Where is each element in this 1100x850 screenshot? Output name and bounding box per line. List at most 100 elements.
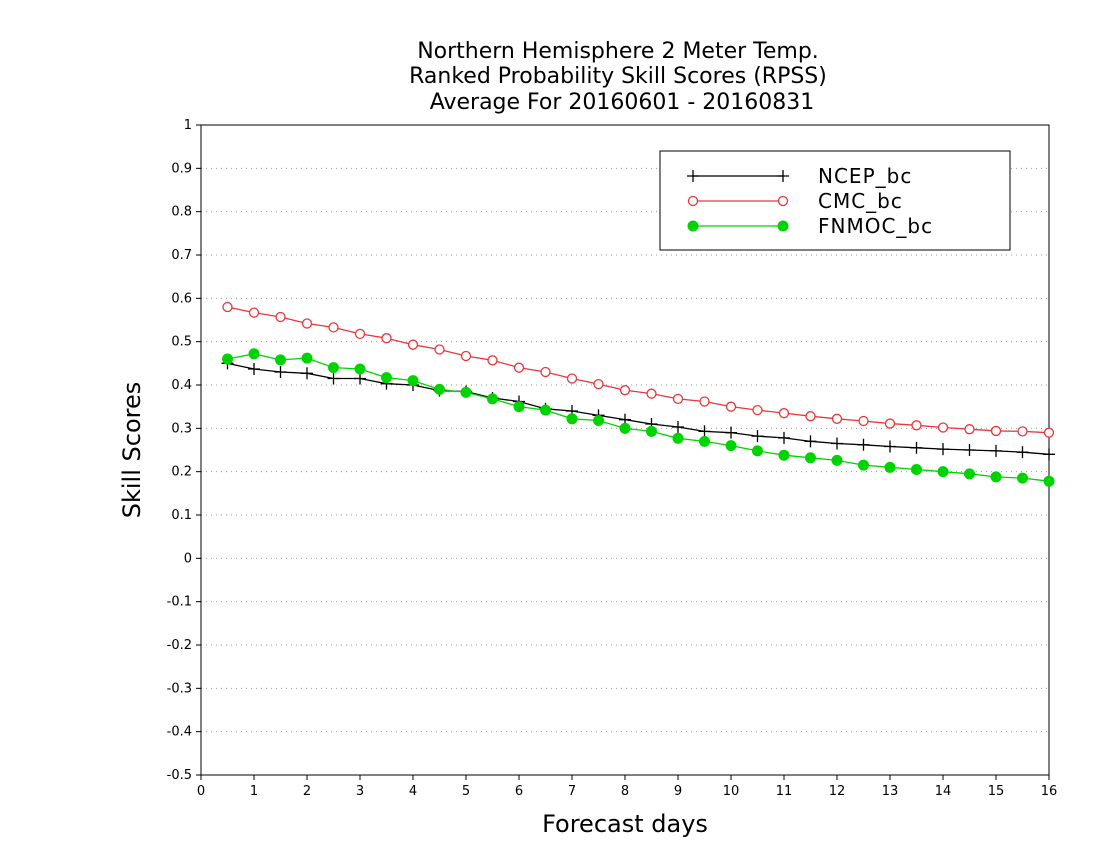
- data-point-plus: [884, 440, 896, 453]
- y-tick-label: 0.7: [171, 248, 192, 263]
- data-point-filled-circle: [354, 363, 366, 375]
- data-point-plus: [751, 430, 764, 443]
- data-point-plus: [857, 438, 870, 451]
- x-tick-label: 14: [935, 784, 952, 799]
- data-point-open-circle: [646, 388, 657, 399]
- chart-title-line-3: Average For 20160601 - 20160831: [430, 90, 815, 115]
- data-point-plus: [778, 431, 790, 444]
- data-point-open-circle: [275, 311, 286, 323]
- x-tick-label: 0: [197, 784, 205, 799]
- y-axis-ticks: -0.5 -0.4 -0.3 -0.2 -0.1 0 0.1 0.2 0.3 0.4 0.5 0.6 0…: [167, 118, 201, 783]
- data-point-open-circle: [777, 195, 789, 207]
- x-tick-label: 5: [462, 784, 470, 799]
- data-point-filled-circle: [460, 386, 472, 398]
- data-point-plus: [725, 426, 737, 439]
- y-tick-label: -0.1: [167, 595, 192, 610]
- data-point-open-circle: [1043, 427, 1055, 438]
- data-point-filled-circle: [593, 415, 604, 427]
- data-point-filled-circle: [275, 354, 286, 366]
- y-tick-label: 0.4: [171, 378, 192, 393]
- data-point-filled-circle: [687, 220, 699, 232]
- x-tick-label: 13: [882, 784, 899, 799]
- data-point-open-circle: [434, 344, 445, 355]
- data-point-filled-circle: [777, 220, 789, 232]
- x-tick-label: 1: [250, 784, 258, 799]
- data-point-filled-circle: [884, 461, 896, 473]
- series-line: [227, 353, 1050, 482]
- data-point-open-circle: [687, 195, 699, 207]
- data-point-open-circle: [778, 408, 790, 419]
- data-point-plus: [687, 170, 699, 182]
- data-point-plus: [698, 425, 711, 438]
- data-point-open-circle: [301, 318, 313, 329]
- chart-title-line-2: Ranked Probability Skill Scores (RPSS): [409, 64, 827, 89]
- data-point-filled-circle: [566, 413, 578, 425]
- x-tick-label: 11: [776, 784, 793, 799]
- data-point-filled-circle: [381, 372, 392, 384]
- data-point-open-circle: [752, 404, 763, 416]
- data-point-open-circle: [672, 393, 684, 405]
- data-point-open-circle: [566, 373, 578, 384]
- y-tick-label: -0.3: [167, 681, 192, 696]
- y-tick-label: 0.6: [171, 291, 192, 306]
- chart-title-line-1: Northern Hemisphere 2 Meter Temp.: [417, 39, 819, 64]
- data-point-filled-circle: [858, 459, 869, 471]
- data-point-plus: [1043, 448, 1055, 461]
- data-point-open-circle: [937, 422, 949, 433]
- data-point-filled-circle: [513, 401, 525, 413]
- data-point-open-circle: [354, 328, 366, 340]
- y-tick-label: 1: [184, 118, 192, 133]
- data-point-open-circle: [725, 401, 737, 412]
- data-point-open-circle: [540, 366, 551, 378]
- data-point-open-circle: [699, 396, 710, 407]
- data-point-open-circle: [381, 333, 392, 344]
- data-point-plus: [354, 372, 366, 385]
- data-series: [221, 301, 1055, 487]
- data-point-filled-circle: [911, 464, 922, 475]
- x-tick-label: 3: [356, 784, 364, 799]
- y-tick-label: 0: [184, 551, 192, 566]
- data-point-open-circle: [805, 411, 816, 422]
- data-point-filled-circle: [540, 404, 551, 416]
- data-point-filled-circle: [434, 383, 445, 395]
- x-tick-label: 2: [303, 784, 311, 799]
- data-point-open-circle: [222, 301, 233, 313]
- series-fnmoc-bc: [222, 348, 1055, 487]
- legend-label: CMC_bc: [818, 189, 903, 213]
- y-tick-label: 0.2: [171, 465, 192, 480]
- data-point-filled-circle: [487, 393, 498, 405]
- data-point-open-circle: [460, 350, 472, 362]
- grid-lines: [201, 167, 1049, 733]
- data-point-filled-circle: [699, 435, 710, 447]
- data-point-plus: [327, 372, 340, 385]
- data-point-filled-circle: [937, 466, 949, 478]
- x-axis-title: Forecast days: [542, 810, 708, 838]
- data-point-filled-circle: [222, 353, 233, 365]
- data-point-filled-circle: [248, 348, 260, 360]
- data-point-filled-circle: [301, 352, 313, 364]
- data-point-filled-circle: [990, 471, 1002, 483]
- data-point-open-circle: [593, 378, 604, 390]
- legend-label: NCEP_bc: [818, 164, 912, 188]
- x-tick-label: 6: [515, 784, 523, 799]
- legend-entry: NCEP_bc: [687, 164, 912, 188]
- y-axis-title: Skill Scores: [118, 382, 146, 519]
- x-tick-label: 16: [1041, 784, 1058, 799]
- data-point-open-circle: [513, 362, 525, 373]
- data-point-open-circle: [407, 339, 419, 350]
- series-line: [227, 362, 1050, 455]
- data-point-filled-circle: [619, 422, 631, 434]
- x-tick-label: 8: [621, 784, 629, 799]
- data-point-open-circle: [619, 385, 631, 396]
- y-tick-label: -0.2: [167, 638, 192, 653]
- y-tick-label: 0.5: [171, 335, 192, 350]
- y-tick-label: 0.3: [171, 421, 192, 436]
- legend-label: FNMOC_bc: [818, 214, 933, 238]
- data-point-plus: [804, 435, 817, 448]
- data-point-open-circle: [858, 415, 869, 427]
- y-tick-label: 0.1: [171, 508, 192, 523]
- data-point-filled-circle: [752, 445, 763, 457]
- data-point-open-circle: [911, 420, 922, 431]
- y-tick-label: -0.5: [167, 768, 192, 783]
- data-point-filled-circle: [328, 362, 339, 374]
